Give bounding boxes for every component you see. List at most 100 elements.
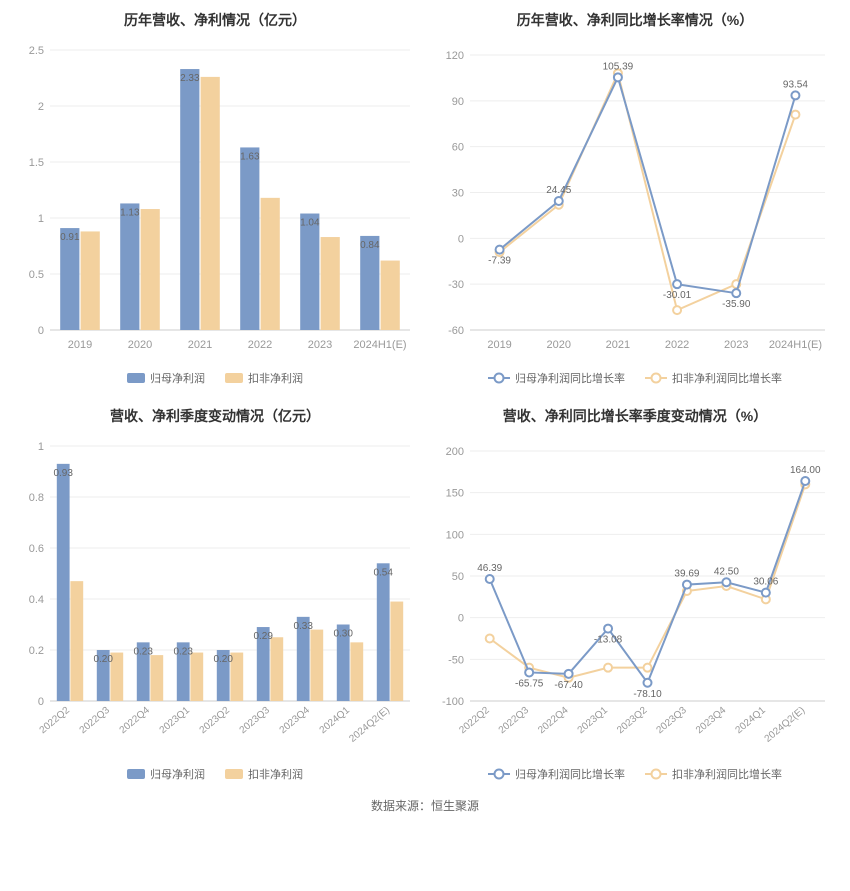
legend-label: 扣非净利润	[248, 766, 303, 782]
chart-grid: 历年营收、净利情况（亿元） 00.511.522.50.9120191.1320…	[10, 10, 840, 782]
svg-text:0.93: 0.93	[53, 468, 73, 479]
legend-swatch-icon	[225, 769, 243, 779]
legend-line-icon	[645, 773, 667, 775]
chart-title: 营收、净利季度变动情况（亿元）	[10, 406, 420, 426]
svg-text:2023: 2023	[308, 339, 332, 351]
svg-text:120: 120	[446, 50, 464, 62]
svg-text:2021: 2021	[606, 339, 630, 351]
svg-text:2021: 2021	[188, 339, 212, 351]
legend: 归母净利润同比增长率 扣非净利润同比增长率	[430, 766, 840, 782]
svg-text:24.45: 24.45	[546, 185, 571, 196]
svg-text:30: 30	[452, 188, 464, 200]
svg-text:0: 0	[38, 325, 44, 337]
svg-text:164.00: 164.00	[790, 465, 821, 476]
svg-text:2: 2	[38, 101, 44, 113]
legend-item-1: 归母净利润同比增长率	[488, 370, 625, 386]
svg-text:-7.39: -7.39	[488, 256, 511, 267]
svg-text:-78.10: -78.10	[633, 689, 662, 700]
legend-swatch-icon	[127, 769, 145, 779]
chart-title: 历年营收、净利同比增长率情况（%）	[430, 10, 840, 30]
svg-text:2022Q4: 2022Q4	[118, 705, 153, 737]
chart-area: 00.511.522.50.9120191.1320202.3320211.63…	[10, 40, 420, 360]
chart-panel-quarterly-profit: 营收、净利季度变动情况（亿元） 00.20.40.60.810.932022Q2…	[10, 406, 420, 782]
svg-text:0.91: 0.91	[60, 232, 80, 243]
svg-text:-60: -60	[448, 325, 464, 337]
svg-text:2024H1(E): 2024H1(E)	[769, 339, 822, 351]
svg-text:2023Q3: 2023Q3	[238, 705, 273, 737]
svg-text:2023Q3: 2023Q3	[655, 705, 690, 737]
svg-text:2022: 2022	[665, 339, 689, 351]
legend-item-1: 归母净利润	[127, 766, 205, 782]
svg-text:42.50: 42.50	[714, 566, 739, 577]
svg-text:2022Q4: 2022Q4	[536, 705, 571, 737]
svg-text:0: 0	[458, 233, 464, 245]
chart-area: -60-300306090120201920202021202220232024…	[430, 40, 840, 360]
svg-text:150: 150	[446, 488, 464, 500]
svg-text:0.4: 0.4	[29, 594, 44, 606]
legend: 归母净利润 扣非净利润	[10, 370, 420, 386]
svg-text:90: 90	[452, 96, 464, 108]
svg-text:2020: 2020	[547, 339, 571, 351]
svg-text:2023Q1: 2023Q1	[158, 705, 193, 737]
svg-text:0.23: 0.23	[173, 646, 193, 657]
svg-text:0.33: 0.33	[293, 621, 313, 632]
legend-item-2: 扣非净利润	[225, 766, 303, 782]
legend-label: 归母净利润同比增长率	[515, 370, 625, 386]
svg-text:2023Q1: 2023Q1	[576, 705, 611, 737]
svg-text:30.06: 30.06	[753, 577, 778, 588]
legend-label: 归母净利润	[150, 370, 205, 386]
svg-text:0.29: 0.29	[253, 631, 273, 642]
chart-panel-quarterly-growth: 营收、净利同比增长率季度变动情况（%） -100-500501001502002…	[430, 406, 840, 782]
legend-swatch-icon	[127, 373, 145, 383]
svg-text:-100: -100	[442, 696, 464, 708]
svg-text:0.30: 0.30	[333, 629, 353, 640]
legend-line-icon	[488, 377, 510, 379]
svg-text:2023Q4: 2023Q4	[694, 705, 729, 737]
svg-text:-67.40: -67.40	[554, 680, 583, 691]
svg-text:2022Q2: 2022Q2	[38, 705, 73, 737]
svg-text:2023Q2: 2023Q2	[198, 705, 233, 737]
svg-text:1: 1	[38, 441, 44, 453]
svg-text:2022Q3: 2022Q3	[78, 705, 113, 737]
legend-item-2: 扣非净利润同比增长率	[645, 370, 782, 386]
legend-label: 归母净利润同比增长率	[515, 766, 625, 782]
svg-text:60: 60	[452, 142, 464, 154]
svg-text:2020: 2020	[128, 339, 152, 351]
svg-text:1.04: 1.04	[300, 218, 320, 229]
svg-text:2023Q4: 2023Q4	[278, 705, 313, 737]
svg-text:2.33: 2.33	[180, 73, 200, 84]
svg-text:2023Q2: 2023Q2	[615, 705, 650, 737]
legend-item-1: 归母净利润	[127, 370, 205, 386]
svg-text:46.39: 46.39	[477, 563, 502, 574]
legend-label: 扣非净利润	[248, 370, 303, 386]
svg-text:2023: 2023	[724, 339, 748, 351]
svg-text:-50: -50	[448, 654, 464, 666]
svg-text:-35.90: -35.90	[722, 299, 751, 310]
svg-text:39.69: 39.69	[674, 569, 699, 580]
chart-title: 历年营收、净利情况（亿元）	[10, 10, 420, 30]
svg-text:0.20: 0.20	[213, 654, 233, 665]
legend-item-2: 扣非净利润	[225, 370, 303, 386]
svg-text:0.84: 0.84	[360, 240, 380, 251]
svg-text:0.54: 0.54	[373, 567, 393, 578]
chart-panel-annual-growth: 历年营收、净利同比增长率情况（%） -60-300306090120201920…	[430, 10, 840, 386]
legend-item-1: 归母净利润同比增长率	[488, 766, 625, 782]
svg-text:2022Q2: 2022Q2	[457, 705, 492, 737]
svg-text:2019: 2019	[487, 339, 511, 351]
svg-text:1.63: 1.63	[240, 151, 260, 162]
svg-text:2019: 2019	[68, 339, 92, 351]
svg-text:50: 50	[452, 571, 464, 583]
svg-text:0: 0	[458, 613, 464, 625]
svg-text:2024Q2(E): 2024Q2(E)	[347, 705, 392, 745]
legend-line-icon	[645, 377, 667, 379]
svg-text:1.5: 1.5	[29, 157, 44, 169]
legend-label: 扣非净利润同比增长率	[672, 370, 782, 386]
legend: 归母净利润 扣非净利润	[10, 766, 420, 782]
svg-text:0.23: 0.23	[133, 646, 153, 657]
svg-text:1: 1	[38, 213, 44, 225]
svg-text:0.6: 0.6	[29, 543, 44, 555]
svg-text:100: 100	[446, 529, 464, 541]
svg-text:105.39: 105.39	[603, 61, 634, 72]
svg-text:0.20: 0.20	[93, 654, 113, 665]
legend-item-2: 扣非净利润同比增长率	[645, 766, 782, 782]
